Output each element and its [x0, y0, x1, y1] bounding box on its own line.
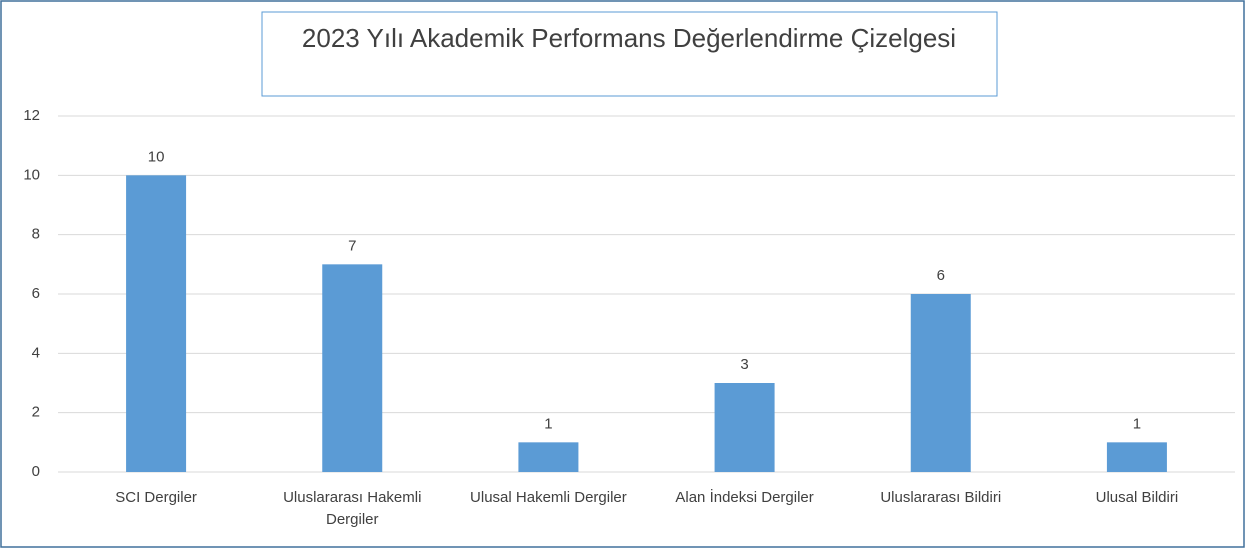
chart-title: 2023 Yılı Akademik Performans Değerlendi… — [302, 23, 956, 53]
x-tick-label: Ulusal Bildiri — [1095, 489, 1179, 506]
y-tick-label: 6 — [32, 285, 40, 302]
bar — [126, 175, 187, 473]
x-tick-label: Alan İndeksi Dergiler — [675, 489, 814, 506]
y-tick-label: 2 — [32, 404, 40, 421]
bar — [518, 442, 579, 472]
x-tick-label: Uluslararası Bildiri — [880, 489, 1002, 506]
data-label: 3 — [740, 356, 748, 373]
y-tick-label: 0 — [32, 463, 40, 480]
x-tick-label: Uluslararası Hakemli Dergiler — [283, 489, 422, 528]
data-label: 1 — [544, 415, 552, 432]
bar — [322, 264, 383, 472]
y-tick-label: 10 — [23, 166, 40, 183]
x-tick-label: Ulusal Hakemli Dergiler — [470, 489, 627, 506]
data-label: 1 — [1133, 415, 1141, 432]
y-tick-label: 4 — [32, 344, 40, 361]
title-box — [261, 11, 998, 97]
data-label: 10 — [148, 148, 165, 165]
y-tick-label: 8 — [32, 226, 40, 243]
bar — [714, 383, 775, 472]
bar — [1106, 442, 1167, 472]
y-tick-label: 12 — [23, 107, 40, 124]
bar — [910, 294, 971, 472]
data-label: 7 — [348, 237, 356, 254]
x-tick-label: SCI Dergiler — [115, 489, 197, 506]
data-label: 6 — [937, 267, 945, 284]
